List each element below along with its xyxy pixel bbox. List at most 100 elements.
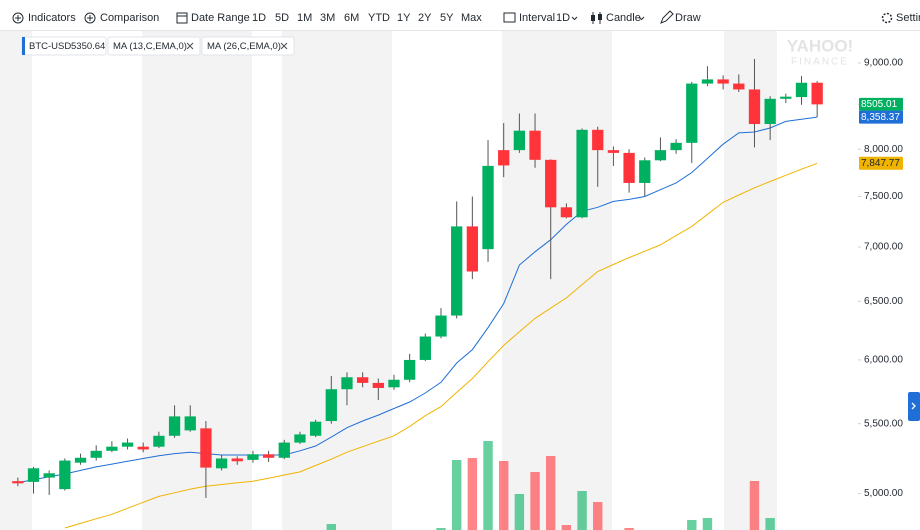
range-button[interactable]: 3M	[320, 12, 335, 24]
remove-icon[interactable]	[186, 42, 194, 50]
range-button[interactable]: 2Y	[418, 12, 432, 24]
y-tick-label: 5,500.00	[864, 418, 903, 429]
candle-body	[372, 382, 384, 388]
ma-line	[17, 116, 818, 484]
symbol-chip[interactable]: BTC-USD 5350.64	[21, 36, 107, 56]
candle-body	[592, 129, 604, 151]
ma-line	[64, 162, 818, 529]
candle-body	[404, 359, 416, 380]
candle-body	[701, 79, 714, 84]
y-tick-label: 9,000.00	[864, 58, 903, 69]
candle-body	[482, 165, 494, 250]
volume-bar	[436, 528, 446, 530]
candle-body	[27, 468, 40, 482]
candle-body	[576, 129, 588, 218]
volume-bar	[624, 528, 634, 530]
candle-body	[231, 458, 243, 462]
range-button[interactable]: Max	[461, 12, 482, 24]
legend-entry: MA (13,C,EMA,0)	[113, 41, 187, 52]
watermark-sub: FINANCE	[791, 57, 849, 68]
candle-body	[795, 82, 808, 98]
candle-body	[498, 150, 510, 166]
candle-body	[811, 82, 823, 105]
candle-body	[341, 377, 353, 390]
candle-body	[748, 89, 761, 125]
remove-icon[interactable]	[280, 42, 288, 50]
candle-body	[654, 150, 667, 161]
candle-body	[278, 442, 290, 458]
interval-label: Interval	[519, 12, 555, 24]
range-button[interactable]: 6M	[344, 12, 359, 24]
candle-body	[90, 450, 102, 458]
last-close-label: 8505.01	[861, 99, 898, 110]
candle-body	[153, 435, 165, 447]
indicators-label: Indicators	[28, 12, 76, 24]
watermark-logo: YAHOO!	[787, 36, 853, 55]
date-range-button[interactable]: Date Range	[176, 12, 250, 24]
symbol: BTC-USD	[29, 41, 71, 52]
last-close-box	[859, 97, 903, 111]
candle-body	[717, 79, 729, 84]
candle-body	[262, 454, 275, 458]
volume-bar	[561, 525, 572, 530]
candle-body	[780, 96, 792, 99]
last-ma-label: 8,358.37	[861, 112, 900, 123]
candle-body	[560, 207, 573, 218]
candle-body	[309, 421, 322, 436]
chart-type-label: Candle	[606, 12, 641, 24]
range-button[interactable]: 1D	[252, 12, 266, 24]
legend: BTC-USD 5350.64 MA (13,C,EMA,0) MA (26,C…	[21, 36, 295, 56]
interval-button[interactable]: Interval 1D	[503, 12, 578, 24]
comparison-button[interactable]: Comparison	[84, 12, 159, 24]
candle-body	[325, 389, 337, 422]
candle-body	[623, 152, 635, 183]
candle-body	[357, 377, 369, 383]
range-button[interactable]: 1M	[297, 12, 312, 24]
chart-type-button[interactable]: Candle	[591, 12, 645, 24]
toolbar: Indicators Comparison Date Range 1D 5D 1M 3…	[12, 10, 920, 24]
range-buttons: 1D 5D 1M 3M 6M YTD 1Y 2Y 5Y Max	[252, 12, 482, 24]
range-button[interactable]: YTD	[368, 12, 390, 24]
range-button[interactable]: 5D	[275, 12, 289, 24]
volume-bar	[499, 461, 509, 530]
candle-body	[670, 142, 682, 151]
candle-body	[59, 460, 71, 490]
candle-body	[419, 336, 431, 360]
y-tick-label: 7,000.00	[864, 242, 903, 253]
candle-body	[451, 226, 463, 316]
candle-body	[764, 98, 776, 125]
candle-body	[184, 416, 196, 431]
y-tick-label: 6,500.00	[864, 296, 903, 307]
volume-bar	[546, 456, 556, 530]
settings-button[interactable]: Settin	[881, 12, 920, 24]
candle-body	[106, 446, 118, 451]
range-button[interactable]: 1Y	[397, 12, 411, 24]
ma13-chip[interactable]: MA (13,C,EMA,0)	[107, 36, 201, 56]
volume-bar	[749, 481, 760, 530]
candle-body	[43, 473, 55, 478]
draw-button[interactable]: Draw	[660, 10, 701, 24]
candle-body	[12, 481, 24, 484]
volume-bar	[530, 472, 540, 530]
candle-body	[545, 159, 557, 208]
candle-body	[466, 226, 478, 272]
ma26-chip[interactable]: MA (26,C,EMA,0)	[201, 36, 295, 56]
comparison-label: Comparison	[100, 12, 159, 24]
plot: 5,000.00 5,500.00 6,000.00 6,500.00 7,000.00…	[12, 58, 903, 530]
volume-bar	[702, 518, 713, 530]
range-button[interactable]: 5Y	[440, 12, 454, 24]
candle-body	[247, 454, 259, 460]
legend-entry: MA (26,C,EMA,0)	[207, 41, 281, 52]
candle-body	[137, 446, 149, 450]
background-bands	[0, 30, 777, 530]
date-range-label: Date Range	[191, 12, 250, 24]
last-ma-box	[859, 110, 903, 124]
settings-label: Settin	[896, 12, 920, 24]
volume-bar	[593, 502, 603, 530]
indicators-button[interactable]: Indicators	[12, 12, 76, 24]
volume-bar	[687, 520, 697, 530]
candle-body	[733, 83, 745, 90]
side-panel-tab[interactable]	[908, 392, 920, 421]
